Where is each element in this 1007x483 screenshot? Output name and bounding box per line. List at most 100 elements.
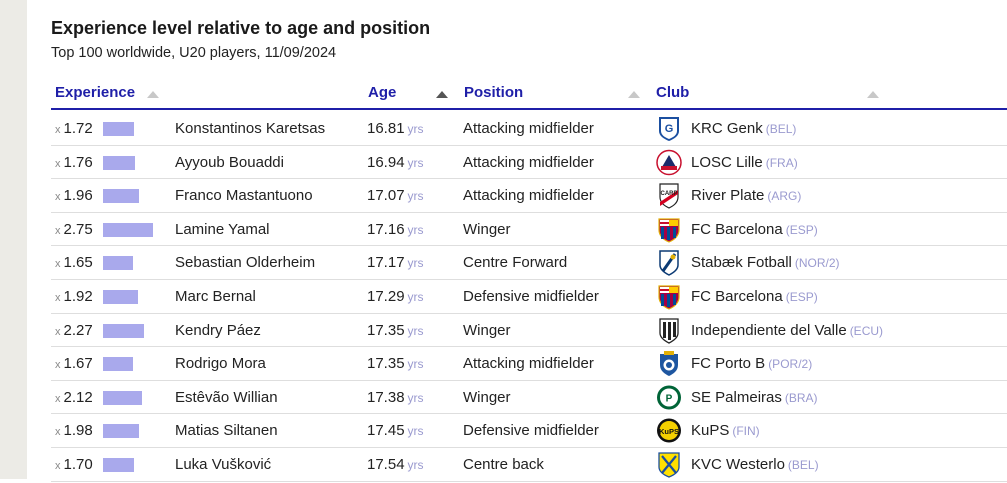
table-row[interactable]: x 1.72 Konstantinos Karetsas 16.81 yrs Att… bbox=[51, 112, 1007, 146]
experience-bar bbox=[103, 424, 139, 439]
table-row[interactable]: x 2.75 Lamine Yamal 17.16 yrs Winger FC Ba… bbox=[51, 213, 1007, 247]
player-name[interactable]: Lamine Yamal bbox=[175, 220, 270, 238]
table-row[interactable]: x 1.65 Sebastian Olderheim 17.17 yrs Centr… bbox=[51, 246, 1007, 280]
sort-club-icon[interactable] bbox=[867, 91, 879, 98]
table-row[interactable]: x 2.27 Kendry Páez 17.35 yrs Winger Indepe… bbox=[51, 314, 1007, 348]
age-number: 17.45 bbox=[367, 422, 405, 440]
position-value: Attacking midfielder bbox=[463, 120, 594, 137]
experience-number: 2.12 bbox=[63, 388, 93, 406]
club-value[interactable]: SE Palmeiras (BRA) bbox=[691, 389, 818, 406]
age-value: 17.54 yrs bbox=[367, 456, 424, 473]
sort-experience-icon[interactable] bbox=[147, 91, 159, 98]
multiplier-prefix: x bbox=[55, 224, 61, 237]
player-name[interactable]: Marc Bernal bbox=[175, 287, 256, 305]
experience-bar bbox=[103, 289, 138, 304]
age-value: 17.38 yrs bbox=[367, 389, 424, 406]
multiplier-prefix: x bbox=[55, 359, 61, 372]
experience-bar bbox=[103, 357, 133, 372]
table-row[interactable]: x 1.76 Ayyoub Bouaddi 16.94 yrs Attacking … bbox=[51, 146, 1007, 180]
club-value[interactable]: KRC Genk (BEL) bbox=[691, 120, 796, 137]
column-header-position[interactable]: Position bbox=[464, 84, 524, 101]
club-country: (ARG) bbox=[767, 189, 802, 204]
age-unit: yrs bbox=[407, 222, 424, 237]
table-row[interactable]: x 1.96 Franco Mastantuono 17.07 yrs Attack… bbox=[51, 179, 1007, 213]
krc-genk-crest-icon: G bbox=[656, 115, 682, 142]
age-number: 17.17 bbox=[367, 254, 405, 272]
age-value: 17.07 yrs bbox=[367, 187, 424, 204]
experience-bar bbox=[103, 122, 134, 136]
player-name[interactable]: Ayyoub Bouaddi bbox=[175, 153, 284, 171]
club-value[interactable]: FC Barcelona (ESP) bbox=[691, 288, 818, 305]
experience-number: 1.67 bbox=[63, 355, 93, 373]
left-margin-strip bbox=[0, 0, 27, 479]
table-row[interactable]: x 1.92 Marc Bernal 17.29 yrs Defensive mid… bbox=[51, 280, 1007, 314]
multiplier-prefix: x bbox=[55, 258, 61, 271]
club-country: (ESP) bbox=[785, 289, 818, 304]
column-header-experience[interactable]: Experience bbox=[55, 84, 136, 101]
kups-crest-icon: KuPS bbox=[656, 417, 682, 444]
club-value[interactable]: KuPS (FIN) bbox=[691, 422, 760, 439]
column-header-age[interactable]: Age bbox=[368, 84, 397, 101]
multiplier-prefix: x bbox=[55, 157, 61, 170]
club-value[interactable]: LOSC Lille (FRA) bbox=[691, 154, 798, 171]
age-number: 17.35 bbox=[367, 355, 405, 373]
club-value[interactable]: Stabæk Fotball (NOR/2) bbox=[691, 254, 840, 271]
age-value: 17.29 yrs bbox=[367, 288, 424, 305]
experience-bar bbox=[103, 189, 139, 204]
club-value[interactable]: KVC Westerlo (BEL) bbox=[691, 456, 819, 473]
sort-position-icon[interactable] bbox=[628, 91, 640, 98]
position-value: Defensive midfielder bbox=[463, 422, 599, 440]
age-unit: yrs bbox=[407, 357, 424, 372]
experience-value: x 1.92 bbox=[55, 288, 93, 305]
club-name: FC Porto B bbox=[691, 355, 766, 373]
table-row[interactable]: x 1.98 Matias Siltanen 17.45 yrs Defensive… bbox=[51, 414, 1007, 448]
experience-number: 1.96 bbox=[63, 187, 93, 205]
experience-value: x 2.75 bbox=[55, 221, 93, 238]
table-panel: Experience level relative to age and pos… bbox=[27, 0, 1007, 482]
table-row[interactable]: x 1.70 Luka Vušković 17.54 yrs Centre back… bbox=[51, 448, 1007, 482]
experience-value: x 2.12 bbox=[55, 389, 93, 406]
age-unit: yrs bbox=[407, 155, 424, 170]
experience-value: x 1.76 bbox=[55, 154, 93, 171]
table-row[interactable]: x 2.12 Estêvão Willian 17.38 yrs Winger P … bbox=[51, 381, 1007, 415]
multiplier-prefix: x bbox=[55, 459, 61, 472]
player-name[interactable]: Konstantinos Karetsas bbox=[175, 120, 326, 137]
player-name[interactable]: Sebastian Olderheim bbox=[175, 254, 316, 272]
club-value[interactable]: FC Porto B (POR/2) bbox=[691, 355, 812, 372]
player-name[interactable]: Matias Siltanen bbox=[175, 422, 278, 440]
svg-text:P: P bbox=[666, 393, 673, 404]
club-country: (FRA) bbox=[765, 155, 798, 170]
column-header-club[interactable]: Club bbox=[656, 84, 690, 101]
player-name[interactable]: Luka Vušković bbox=[175, 455, 272, 473]
experience-number: 2.27 bbox=[63, 321, 93, 339]
age-value: 17.16 yrs bbox=[367, 221, 424, 238]
experience-number: 1.65 bbox=[63, 254, 93, 272]
kvc-westerlo-crest-icon bbox=[656, 451, 682, 478]
page-subtitle: Top 100 worldwide, U20 players, 11/09/20… bbox=[51, 45, 337, 61]
club-value[interactable]: River Plate (ARG) bbox=[691, 187, 801, 204]
club-value[interactable]: Independiente del Valle (ECU) bbox=[691, 322, 883, 339]
player-name[interactable]: Rodrigo Mora bbox=[175, 355, 266, 373]
age-value: 17.35 yrs bbox=[367, 355, 424, 372]
player-name[interactable]: Kendry Páez bbox=[175, 321, 261, 339]
experience-bar bbox=[103, 323, 144, 338]
experience-number: 1.98 bbox=[63, 422, 93, 440]
position-value: Attacking midfielder bbox=[463, 187, 594, 205]
experience-value: x 2.27 bbox=[55, 322, 93, 339]
age-unit: yrs bbox=[407, 189, 424, 204]
position-value: Centre back bbox=[463, 455, 544, 473]
independiente-del-valle-crest-icon bbox=[656, 317, 682, 344]
multiplier-prefix: x bbox=[55, 291, 61, 304]
player-name[interactable]: Estêvão Willian bbox=[175, 388, 278, 406]
club-name: FC Barcelona bbox=[691, 220, 783, 238]
sort-age-icon[interactable] bbox=[436, 91, 448, 98]
multiplier-prefix: x bbox=[55, 325, 61, 338]
club-name: Stabæk Fotball bbox=[691, 254, 792, 272]
table-body: x 1.72 Konstantinos Karetsas 16.81 yrs Att… bbox=[51, 112, 1007, 482]
age-value: 17.17 yrs bbox=[367, 254, 424, 271]
club-value[interactable]: FC Barcelona (ESP) bbox=[691, 221, 818, 238]
table-row[interactable]: x 1.67 Rodrigo Mora 17.35 yrs Attacking mi… bbox=[51, 347, 1007, 381]
age-unit: yrs bbox=[407, 122, 424, 136]
experience-bar bbox=[103, 222, 153, 237]
player-name[interactable]: Franco Mastantuono bbox=[175, 187, 313, 205]
